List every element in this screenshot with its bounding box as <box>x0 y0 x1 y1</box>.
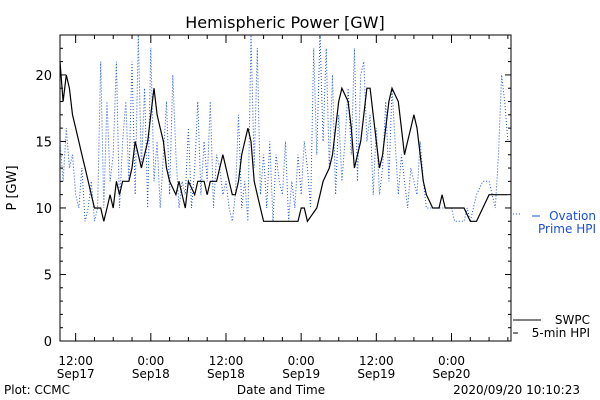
y-tick-label: 10 <box>35 202 52 217</box>
legend-swpc-line2: 5-min HPI <box>532 326 590 340</box>
y-tick-label: 5 <box>44 268 52 283</box>
x-tick-label-date: Sep17 <box>57 367 95 381</box>
x-tick-label-date: Sep19 <box>357 367 395 381</box>
legend-ovation-line2: Prime HPI <box>538 222 596 236</box>
plot-frame <box>59 34 512 342</box>
x-tick-label-time: 12:00 <box>359 354 394 368</box>
x-tick-label-time: 0:00 <box>438 354 465 368</box>
x-tick-label-time: 12:00 <box>209 354 244 368</box>
x-tick-label-time: 0:00 <box>137 354 164 368</box>
y-axis-label: P [GW] <box>5 165 20 210</box>
x-tick-label-time: 12:00 <box>58 354 93 368</box>
chart-title: Hemispheric Power [GW] <box>185 13 384 32</box>
x-tick-label-date: Sep19 <box>282 367 320 381</box>
legend-ovation-line1: Ovation <box>549 209 596 223</box>
y-tick-label: 15 <box>35 135 52 150</box>
x-tick-label-date: Sep18 <box>132 367 170 381</box>
y-axis: 0 5 10 15 20 <box>35 47 511 350</box>
legend: Ovation Prime HPI SWPC 5-min HPI <box>513 209 596 340</box>
plot-credit: Plot: CCMC <box>4 383 70 397</box>
y-tick-label: 0 <box>44 335 52 350</box>
x-axis: 12:00Sep170:00Sep1812:00Sep180:00Sep1912… <box>57 35 509 381</box>
legend-swpc-line1: SWPC <box>555 313 590 327</box>
x-axis-label: Date and Time <box>237 383 325 397</box>
series-layer <box>59 34 509 223</box>
ovation-prime-series <box>59 34 509 222</box>
timestamp: 2020/09/20 10:10:23 <box>453 383 580 397</box>
swpc-series <box>59 61 508 223</box>
x-tick-label-date: Sep18 <box>207 367 245 381</box>
x-tick-label-time: 0:00 <box>288 354 315 368</box>
x-tick-label-date: Sep20 <box>433 367 471 381</box>
y-tick-label: 20 <box>35 69 52 84</box>
